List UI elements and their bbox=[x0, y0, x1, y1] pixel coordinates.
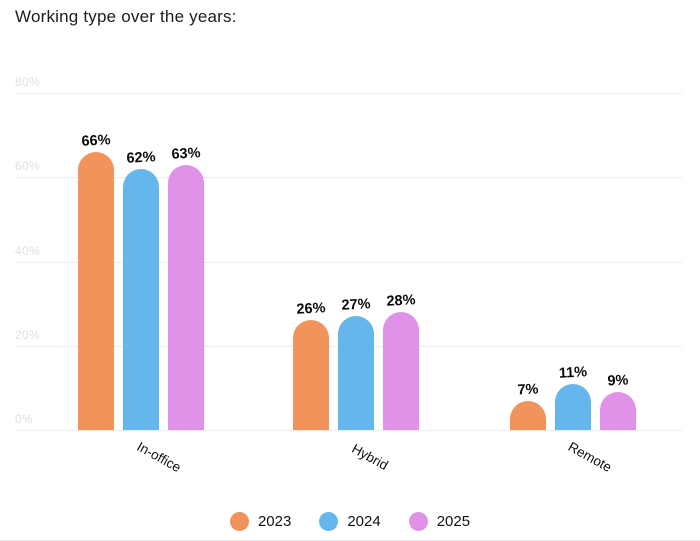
legend-swatch-icon bbox=[319, 512, 339, 531]
x-axis-category-label: Remote bbox=[565, 438, 615, 476]
bar-value-label: 9% bbox=[607, 372, 629, 390]
legend-label: 2024 bbox=[347, 513, 381, 530]
bar-value-label: 27% bbox=[341, 296, 371, 314]
legend-item-2025: 2025 bbox=[408, 512, 471, 531]
bar-2023-in-office bbox=[78, 152, 114, 430]
bar-value-label: 63% bbox=[171, 145, 201, 163]
legend-swatch-icon bbox=[408, 512, 428, 531]
bar-2024-in-office bbox=[123, 169, 159, 430]
bar-2023-hybrid bbox=[293, 320, 329, 430]
gridline bbox=[15, 430, 682, 431]
bar-value-label: 66% bbox=[81, 132, 111, 150]
bar-2025-remote bbox=[600, 392, 636, 430]
bar-value-label: 11% bbox=[558, 364, 588, 382]
bar-value-label: 7% bbox=[517, 381, 539, 399]
bar-value-label: 28% bbox=[386, 292, 416, 310]
chart-title: Working type over the years: bbox=[15, 7, 237, 26]
bar-2025-hybrid bbox=[383, 312, 419, 430]
legend-swatch-icon bbox=[229, 512, 249, 531]
x-axis-category-label: In-office bbox=[134, 438, 184, 476]
bar-2024-remote bbox=[555, 384, 591, 430]
gridline bbox=[15, 261, 682, 263]
y-axis-tick-label: 60% bbox=[15, 159, 40, 174]
x-axis-category-label: Hybrid bbox=[349, 440, 391, 474]
bar-2025-in-office bbox=[168, 165, 204, 430]
bar-value-label: 26% bbox=[296, 300, 326, 318]
bar-value-label: 62% bbox=[126, 149, 156, 167]
chart-legend: 2023 2024 2025 bbox=[0, 512, 700, 531]
bar-2023-remote bbox=[510, 401, 546, 430]
gridline bbox=[15, 177, 682, 179]
gridline bbox=[15, 93, 682, 94]
bar-2024-hybrid bbox=[338, 316, 374, 430]
legend-item-2024: 2024 bbox=[319, 512, 381, 531]
legend-label: 2025 bbox=[436, 513, 471, 530]
legend-label: 2023 bbox=[257, 513, 292, 530]
y-axis-tick-label: 80% bbox=[15, 75, 40, 89]
y-axis-tick-label: 20% bbox=[15, 327, 40, 342]
y-axis-tick-label: 40% bbox=[15, 243, 40, 258]
y-axis-tick-label: 0% bbox=[15, 412, 33, 426]
legend-item-2023: 2023 bbox=[229, 512, 292, 531]
